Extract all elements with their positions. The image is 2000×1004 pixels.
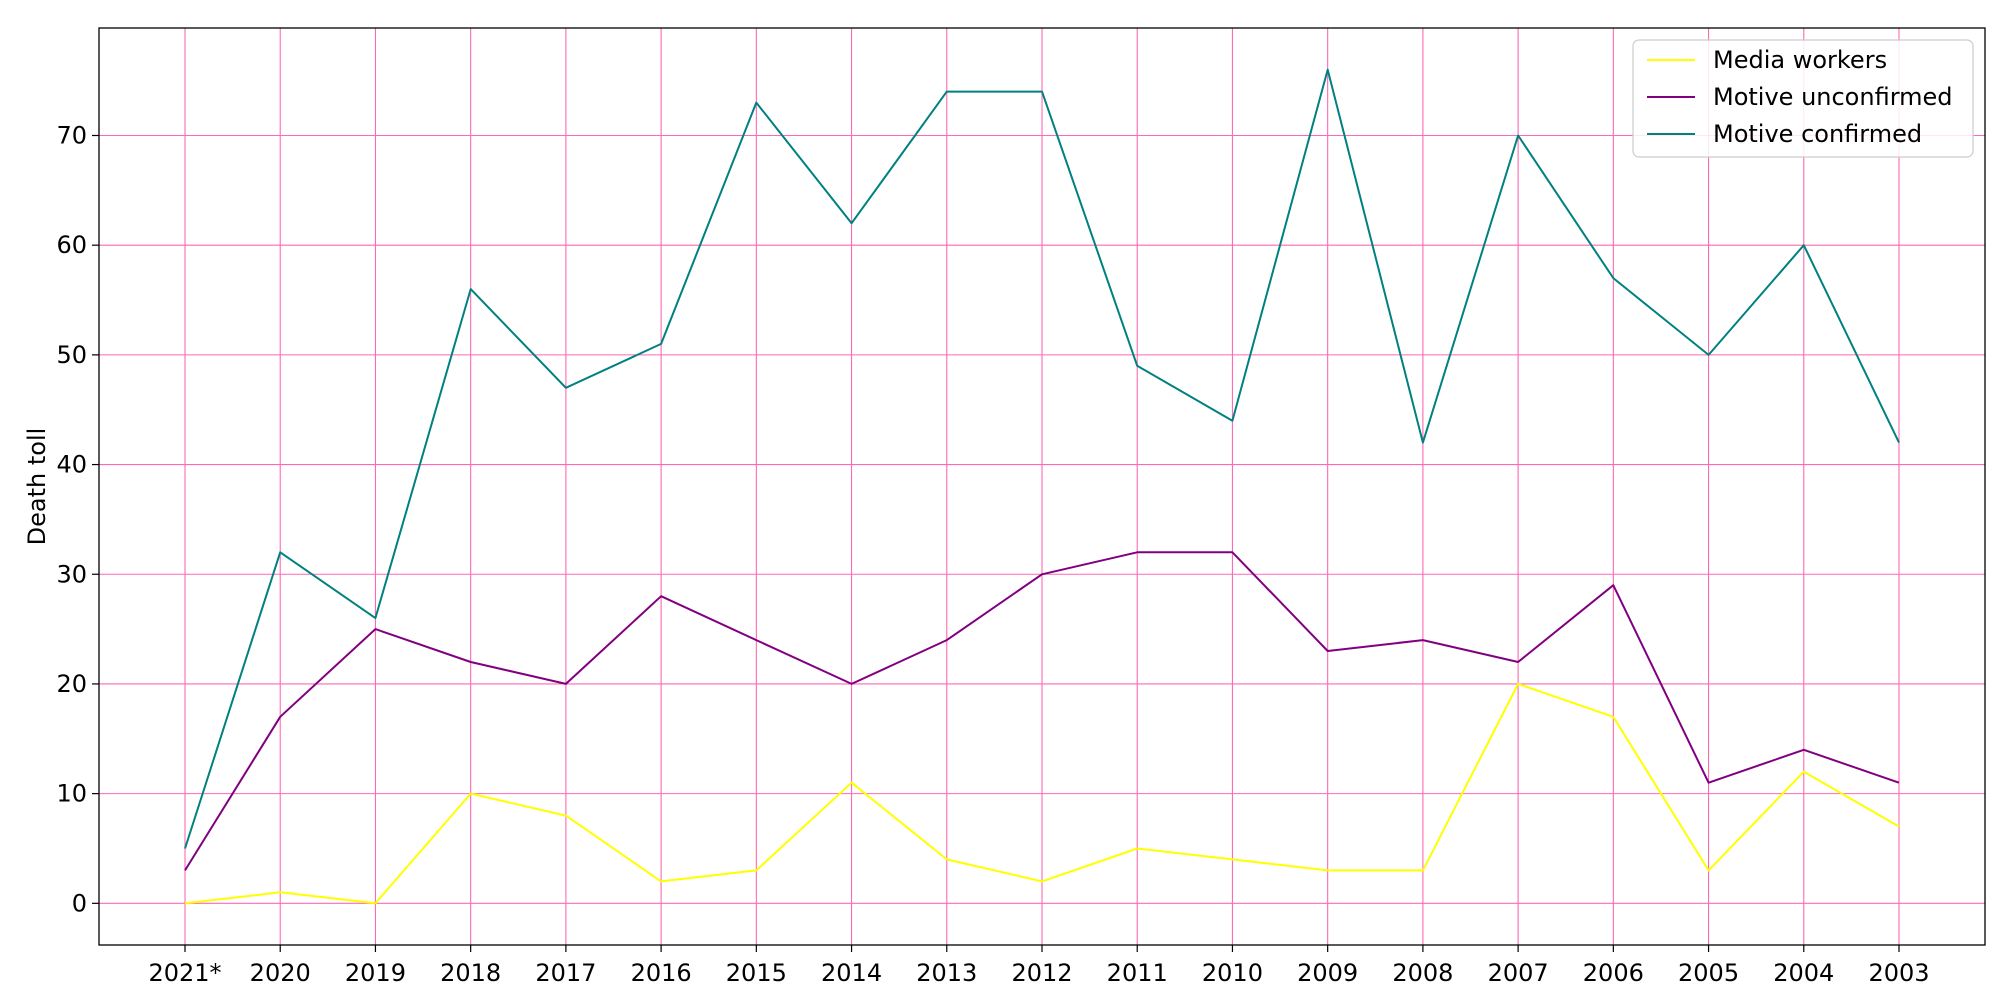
series-line-motive-unconfirmed	[184, 551, 1900, 871]
y-axis-label: Death toll	[23, 428, 51, 546]
y-tick-label: 10	[56, 780, 87, 808]
x-tick-label: 2004	[1773, 959, 1834, 987]
legend-label: Media workers	[1713, 46, 1887, 74]
legend-label: Motive confirmed	[1713, 120, 1922, 148]
y-tick-label: 30	[56, 560, 87, 588]
series-line-motive-confirmed	[184, 68, 1900, 849]
x-tick-label: 2012	[1011, 959, 1072, 987]
x-tick-label: 2019	[345, 959, 406, 987]
y-axis-ticks: 0 10 20 30 40 50 60 70	[56, 121, 99, 917]
x-tick-label: 2016	[631, 959, 692, 987]
x-tick-label: 2018	[440, 959, 501, 987]
x-tick-label: 2010	[1202, 959, 1263, 987]
x-tick-label: 2008	[1392, 959, 1453, 987]
series-lines	[184, 68, 1900, 905]
legend-box	[1632, 39, 1974, 158]
y-tick-label: 70	[56, 121, 87, 149]
x-tick-label: 2011	[1107, 959, 1168, 987]
x-tick-label: 2020	[250, 959, 311, 987]
y-tick-label: 20	[56, 670, 87, 698]
x-tick-label: 2021*	[148, 959, 221, 987]
legend: Media workers Motive unconfirmed Motive co…	[1632, 39, 1974, 158]
x-tick-label: 2005	[1678, 959, 1739, 987]
y-tick-label: 40	[56, 451, 87, 479]
x-tick-label: 2014	[821, 959, 882, 987]
x-tick-label: 2007	[1488, 959, 1549, 987]
y-tick-label: 50	[56, 341, 87, 369]
x-tick-label: 2017	[535, 959, 596, 987]
x-tick-label: 2015	[726, 959, 787, 987]
x-tick-label: 2006	[1583, 959, 1644, 987]
x-axis-ticks: 2021* 2020 2019 2018 2017 2016 2015 2014 2013 201…	[148, 945, 1930, 987]
series-line-media-workers	[184, 682, 1900, 905]
x-tick-label: 2003	[1868, 959, 1929, 987]
x-tick-label: 2009	[1297, 959, 1358, 987]
x-tick-label: 2013	[916, 959, 977, 987]
legend-label: Motive unconfirmed	[1713, 83, 1953, 111]
y-tick-label: 0	[72, 889, 87, 917]
y-tick-label: 60	[56, 231, 87, 259]
grid-lines	[99, 28, 1985, 945]
